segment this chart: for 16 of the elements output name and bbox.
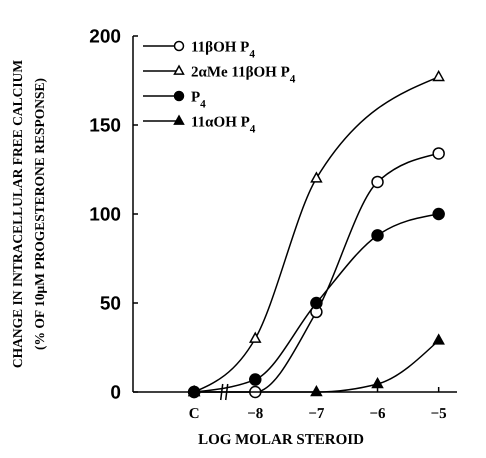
x-tick-label: −8: [247, 406, 264, 422]
x-tick-label: −7: [308, 406, 325, 422]
x-tick-label: C: [188, 406, 200, 422]
legend-label: 2αMe 11βOH P$_{4}$: [191, 64, 296, 86]
y-tick-label: 50: [100, 294, 121, 315]
x-tick-label: −6: [369, 406, 386, 422]
y-tick-label: 200: [89, 26, 121, 48]
y-tick-label: 0: [110, 382, 121, 404]
x-axis-title: LOG MOLAR STEROID: [198, 432, 364, 448]
legend-label: P$_{4}$: [191, 89, 206, 110]
legend-label: 11βOH P$_{4}$: [191, 39, 256, 60]
y-axis-title: CHANGE IN INTRACELLULAR FREE CALCIUM (% OF 10μM PROGESTERONE RESPONSE): [10, 60, 47, 368]
legend-label: 11αOH P$_{4}$: [191, 114, 256, 136]
x-tick-label: −5: [430, 406, 447, 422]
y-tick-label: 100: [89, 204, 121, 226]
y-tick-label: 150: [89, 116, 121, 137]
